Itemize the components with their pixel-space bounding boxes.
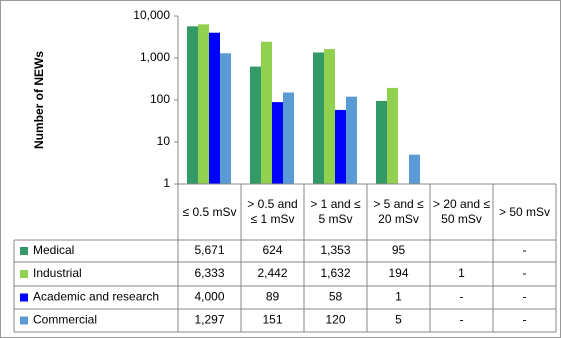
y-tick-label: 1,000	[140, 50, 170, 64]
table-value: 1,353	[320, 243, 350, 257]
x-tick-label: > 50 mSv	[498, 204, 551, 219]
legend-label: Academic and research	[33, 290, 159, 304]
table-value: 194	[388, 266, 408, 280]
bar	[209, 32, 220, 184]
y-tick-label: 1	[163, 176, 170, 190]
legend-swatch	[20, 316, 28, 325]
bar	[283, 92, 294, 184]
y-tick-label: 100	[150, 92, 170, 106]
bar	[409, 154, 420, 184]
x-tick-label: > 5 and ≤ 20 mSv	[373, 197, 424, 226]
table-value: 2,442	[257, 266, 287, 280]
legend-swatch	[20, 270, 28, 278]
table-value: 6,333	[194, 266, 224, 280]
bar	[220, 53, 231, 185]
bar	[346, 96, 357, 184]
table-value: -	[460, 313, 464, 327]
table-value: -	[523, 243, 527, 257]
x-tick-label: > 20 and ≤ 50 mSv	[433, 197, 490, 226]
table-value: 89	[266, 290, 280, 304]
y-axis-label: Number of NEWs	[32, 51, 46, 149]
bar	[335, 109, 346, 184]
bar	[376, 100, 387, 184]
legend-label: Medical	[33, 243, 74, 257]
x-tick-label-box: > 5 and ≤ 20 mSv	[373, 197, 424, 226]
bar	[250, 66, 261, 184]
legend-swatch	[20, 247, 28, 255]
x-tick-label: > 0.5 and ≤ 1 mSv	[247, 197, 298, 226]
table-value: -	[523, 266, 527, 280]
table-value: 5	[395, 313, 402, 327]
legend-swatch	[20, 293, 28, 302]
bar	[261, 41, 272, 184]
table-value: 58	[329, 290, 343, 304]
table-value: 5,671	[194, 243, 224, 257]
bar	[187, 26, 198, 184]
table-value: 4,000	[194, 290, 224, 304]
bar	[272, 102, 283, 184]
table-value: 95	[392, 243, 406, 257]
table-value: -	[460, 290, 464, 304]
bar	[313, 52, 324, 185]
x-tick-label-box: > 20 and ≤ 50 mSv	[433, 197, 490, 226]
x-tick-label-box: > 0.5 and ≤ 1 mSv	[247, 197, 298, 226]
bar	[387, 87, 398, 184]
x-tick-label-box: > 50 mSv	[498, 204, 551, 219]
legend-label: Commercial	[33, 313, 97, 327]
table-value: 120	[325, 313, 345, 327]
bar	[198, 24, 209, 185]
table-value: -	[523, 313, 527, 327]
table-value: 151	[262, 313, 282, 327]
legend-label: Industrial	[33, 266, 82, 280]
y-tick-label: 10,000	[133, 8, 170, 22]
table-value: -	[523, 290, 527, 304]
table-value: 1	[458, 266, 465, 280]
x-tick-label: > 1 and ≤ 5 mSv	[310, 197, 361, 226]
table-value: 1,632	[320, 266, 350, 280]
x-tick-label-box: ≤ 0.5 mSv	[182, 204, 237, 219]
bar	[324, 49, 335, 185]
table-value: 1,297	[194, 313, 224, 327]
y-tick-label: 10	[157, 134, 171, 148]
table-value: 624	[262, 243, 282, 257]
x-tick-label-box: > 1 and ≤ 5 mSv	[310, 197, 361, 226]
table-value: 1	[395, 290, 402, 304]
x-tick-label: ≤ 0.5 mSv	[182, 204, 237, 219]
